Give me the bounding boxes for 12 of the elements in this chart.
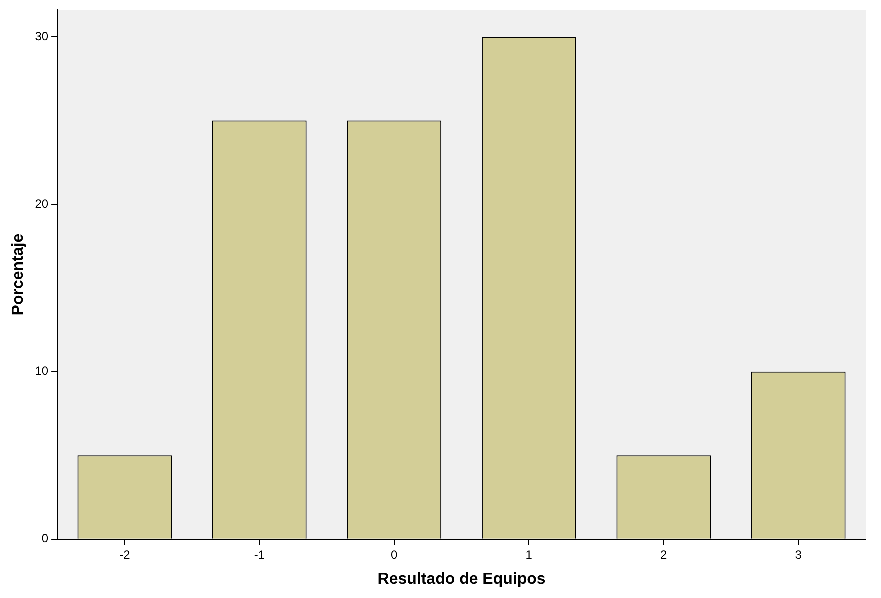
x-tick-label: 0	[391, 548, 398, 562]
x-tick-label: 1	[526, 548, 533, 562]
x-tick-label: 3	[795, 548, 802, 562]
y-tick-label: 20	[35, 196, 49, 211]
x-axis-title: Resultado de Equipos	[378, 570, 546, 588]
y-tick-label: 10	[35, 364, 49, 378]
x-tick-label: 2	[660, 548, 668, 562]
x-tick-label: -2	[120, 548, 131, 562]
y-tick-label: 0	[42, 532, 49, 546]
y-axis-title: Porcentaje	[10, 234, 28, 316]
x-tick-label: -1	[254, 548, 266, 562]
y-tick-label: 30	[35, 29, 49, 44]
